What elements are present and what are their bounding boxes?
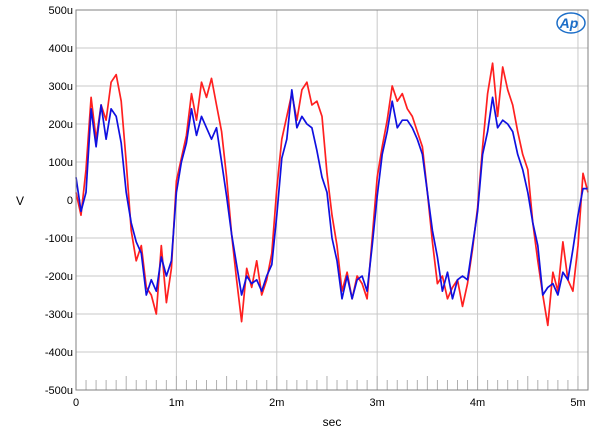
y-tick-labels: 500u 400u 300u 200u 100u 0 -100u -200u -300u -400…: [45, 5, 73, 397]
y-tick-label: -500u: [45, 385, 73, 397]
ap-logo-text: Ap: [559, 15, 579, 31]
ap-logo: Ap: [556, 12, 586, 34]
x-axis-label: sec: [323, 415, 342, 429]
y-tick-label: 400u: [49, 43, 73, 55]
y-tick-label: -200u: [45, 271, 73, 283]
x-tick-label: 3m: [370, 397, 385, 409]
x-tick-labels: 0 1m 2m 3m 4m 5m: [73, 397, 586, 409]
y-tick-label: -300u: [45, 309, 73, 321]
y-tick-label: -100u: [45, 233, 73, 245]
grid: [76, 10, 588, 390]
y-tick-label: -400u: [45, 347, 73, 359]
series-line-2: [75, 88, 588, 300]
y-tick-label: 200u: [49, 119, 73, 131]
series-layer: [75, 62, 589, 327]
x-tick-label: 5m: [570, 397, 585, 409]
y-tick-label: 0: [67, 195, 73, 207]
y-tick-label: 300u: [49, 81, 73, 93]
x-tick-label: 0: [73, 397, 79, 409]
series-line-1: [75, 62, 589, 327]
y-tick-label: 500u: [49, 5, 73, 17]
y-axis-label: V: [16, 194, 24, 208]
x-tick-label: 4m: [470, 397, 485, 409]
y-tick-label: 100u: [49, 157, 73, 169]
x-minor-ticks: [85, 376, 579, 390]
x-tick-label: 1m: [169, 397, 184, 409]
plot-frame: [75, 9, 589, 391]
x-tick-label: 2m: [269, 397, 284, 409]
ap-logo-swoosh: [556, 12, 586, 34]
